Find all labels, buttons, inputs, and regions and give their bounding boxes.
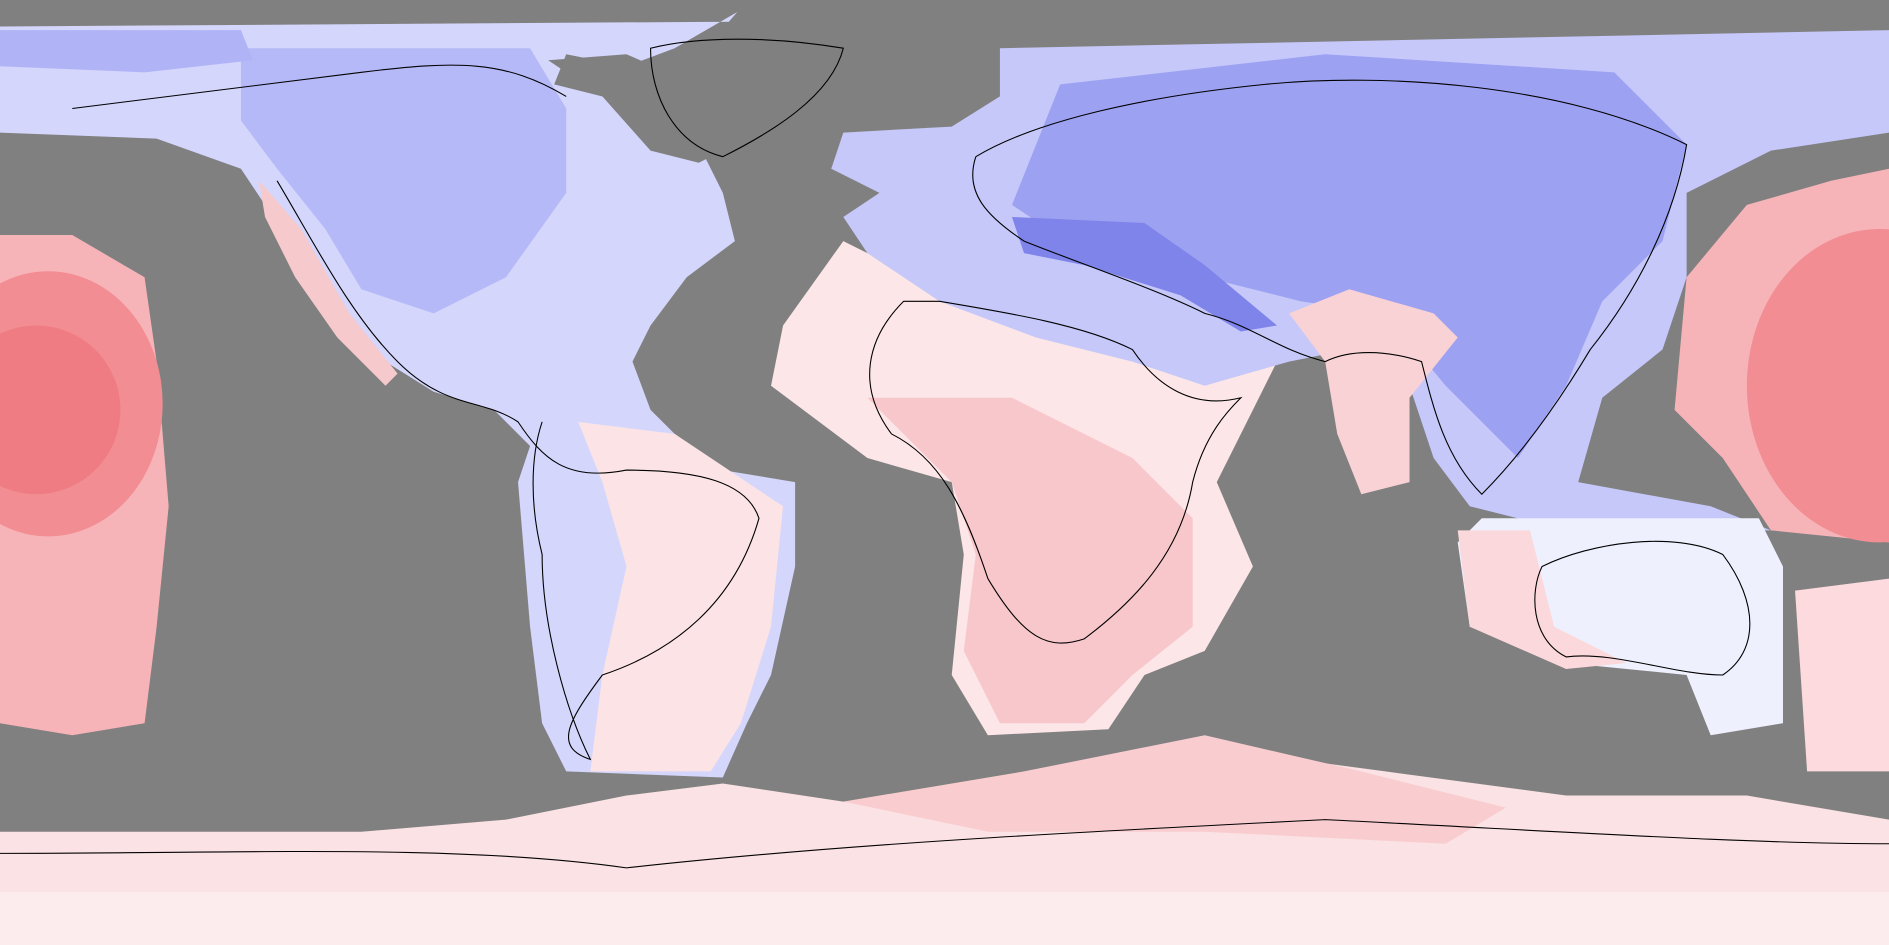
west-pacific-core	[0, 325, 121, 495]
coastline	[72, 64, 760, 761]
coastline	[869, 300, 1243, 644]
east-pacific-hot	[1746, 229, 1889, 543]
greenland-gap	[548, 54, 735, 163]
americas-field	[0, 12, 796, 778]
south-america-warm	[578, 421, 784, 772]
australia-warm	[1457, 530, 1627, 669]
nz-field	[1795, 578, 1889, 772]
us-warm-coast	[259, 180, 398, 386]
coastline	[1534, 540, 1751, 676]
arctic-cool	[0, 30, 253, 73]
india-warm	[1289, 289, 1458, 495]
eurasia-cool	[1011, 54, 1687, 459]
coastline	[0, 819, 1889, 869]
north-america-cool	[240, 48, 567, 314]
central-asia-cold	[1011, 216, 1278, 332]
africa-warm	[867, 397, 1193, 724]
southern-warm	[843, 735, 1506, 844]
polar-strip	[0, 891, 1889, 945]
coastline	[972, 79, 1688, 495]
coastline	[650, 38, 844, 158]
